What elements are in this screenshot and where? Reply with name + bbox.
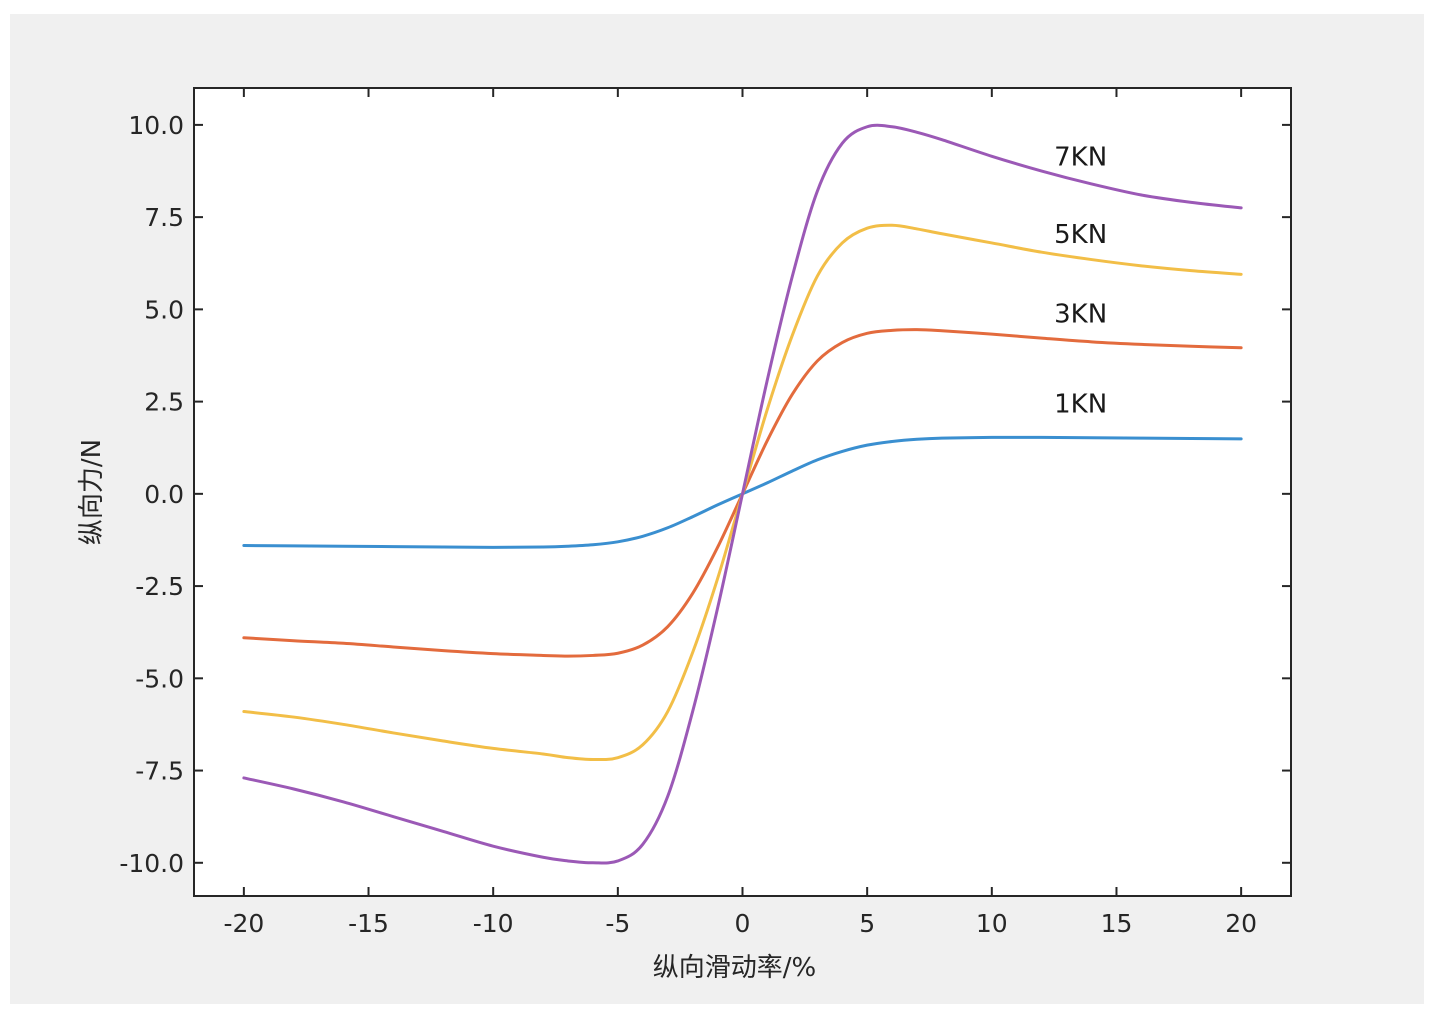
x-tick-label: -20 [223, 909, 264, 938]
y-tick-label: 10.0 [128, 111, 184, 140]
series-label-3kn: 3KN [1054, 299, 1107, 329]
x-tick-label: -15 [348, 909, 389, 938]
y-tick-label: 5.0 [144, 295, 184, 324]
labels-layer: 1KN 3KN 5KN 7KN [1054, 142, 1107, 419]
y-tick-label: -10.0 [119, 849, 184, 878]
x-tick-label: 15 [1101, 909, 1133, 938]
x-tick-label: 0 [735, 909, 751, 938]
x-tick-label: 10 [976, 909, 1008, 938]
y-tick-label: -7.5 [135, 757, 184, 786]
x-tick-label: -10 [473, 909, 514, 938]
y-tick-label: -2.5 [135, 572, 184, 601]
series-line-7kn [242, 123, 1243, 865]
y-tick-label: 2.5 [144, 388, 184, 417]
chart-frame: -20 -15 -10 -5 0 5 10 15 20 10.0 7.5 5.0 2.5 0.0 -2.5 -… [10, 14, 1424, 1004]
x-axis-label: 纵向滑动率/% [653, 953, 816, 983]
series-layer [194, 88, 1291, 896]
y-axis-label: 纵向力/N [77, 439, 107, 545]
line-chart: -20 -15 -10 -5 0 5 10 15 20 10.0 7.5 5.0 2.5 0.0 -2.5 -… [77, 87, 1292, 983]
series-label-7kn: 7KN [1054, 142, 1107, 172]
x-tick-label: 20 [1225, 909, 1257, 938]
y-tick-label: 7.5 [144, 203, 184, 232]
y-tick-label: 0.0 [144, 480, 184, 509]
x-tick-label: 5 [859, 909, 875, 938]
x-tick-label: -5 [605, 909, 630, 938]
series-label-1kn: 1KN [1054, 390, 1107, 420]
axes-layer: -20 -15 -10 -5 0 5 10 15 20 10.0 7.5 5.0 2.5 0.0 -2.5 -… [77, 87, 1292, 983]
series-label-5kn: 5KN [1054, 220, 1107, 250]
y-tick-label: -5.0 [135, 664, 184, 693]
